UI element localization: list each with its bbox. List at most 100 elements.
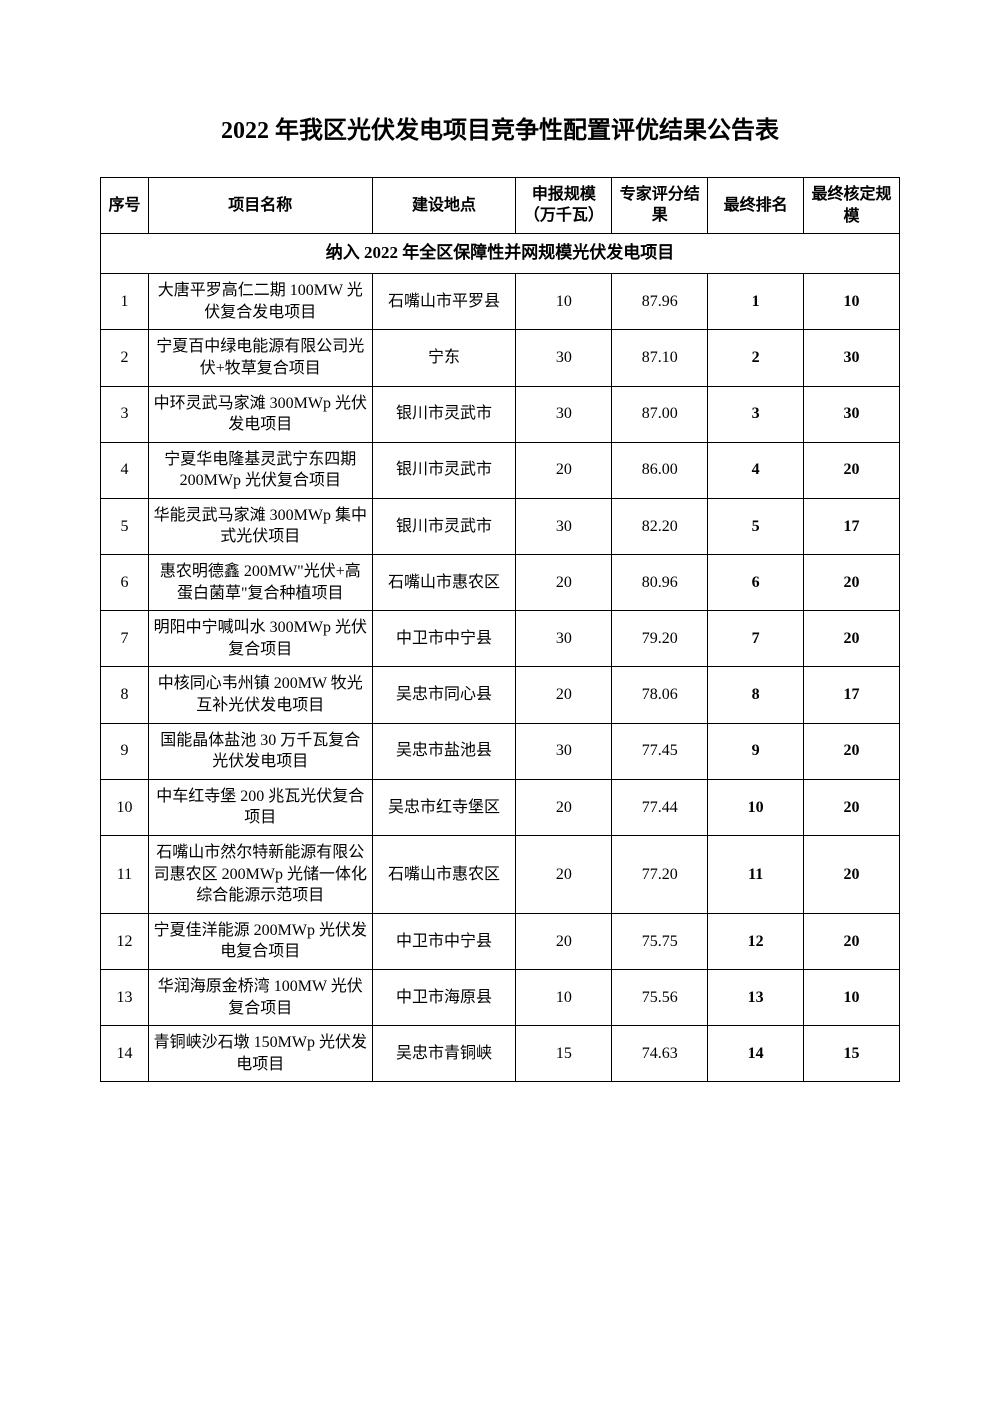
cell-name: 中环灵武马家滩 300MWp 光伏发电项目	[148, 386, 372, 442]
table-row: 9国能晶体盐池 30 万千瓦复合光伏发电项目吴忠市盐池县3077.45920	[101, 723, 900, 779]
col-header-rank: 最终排名	[708, 178, 804, 234]
col-header-scale: 申报规模（万千瓦）	[516, 178, 612, 234]
cell-loc: 吴忠市同心县	[372, 667, 516, 723]
cell-name: 国能晶体盐池 30 万千瓦复合光伏发电项目	[148, 723, 372, 779]
cell-final: 20	[804, 611, 900, 667]
section-header-cell: 纳入 2022 年全区保障性并网规模光伏发电项目	[101, 234, 900, 274]
cell-final: 20	[804, 555, 900, 611]
cell-rank: 14	[708, 1026, 804, 1082]
cell-name: 宁夏华电隆基灵武宁东四期 200MWp 光伏复合项目	[148, 442, 372, 498]
table-row: 7明阳中宁喊叫水 300MWp 光伏复合项目中卫市中宁县3079.20720	[101, 611, 900, 667]
cell-rank: 11	[708, 836, 804, 914]
cell-name: 明阳中宁喊叫水 300MWp 光伏复合项目	[148, 611, 372, 667]
cell-name: 宁夏百中绿电能源有限公司光伏+牧草复合项目	[148, 330, 372, 386]
cell-score: 82.20	[612, 498, 708, 554]
cell-final: 17	[804, 667, 900, 723]
cell-seq: 7	[101, 611, 149, 667]
cell-seq: 10	[101, 779, 149, 835]
cell-final: 10	[804, 969, 900, 1025]
cell-scale: 20	[516, 442, 612, 498]
cell-final: 10	[804, 274, 900, 330]
cell-seq: 9	[101, 723, 149, 779]
cell-rank: 12	[708, 913, 804, 969]
cell-final: 20	[804, 723, 900, 779]
cell-loc: 石嘴山市惠农区	[372, 555, 516, 611]
table-row: 1大唐平罗高仁二期 100MW 光伏复合发电项目石嘴山市平罗县1087.9611…	[101, 274, 900, 330]
col-header-score: 专家评分结果	[612, 178, 708, 234]
table-row: 6惠农明德鑫 200MW"光伏+高蛋白菌草"复合种植项目石嘴山市惠农区2080.…	[101, 555, 900, 611]
cell-final: 20	[804, 779, 900, 835]
cell-seq: 14	[101, 1026, 149, 1082]
cell-loc: 石嘴山市平罗县	[372, 274, 516, 330]
page-title: 2022 年我区光伏发电项目竞争性配置评优结果公告表	[100, 110, 900, 145]
cell-score: 77.45	[612, 723, 708, 779]
cell-rank: 3	[708, 386, 804, 442]
table-body: 纳入 2022 年全区保障性并网规模光伏发电项目 1大唐平罗高仁二期 100MW…	[101, 234, 900, 1082]
cell-rank: 10	[708, 779, 804, 835]
cell-seq: 1	[101, 274, 149, 330]
cell-score: 77.44	[612, 779, 708, 835]
cell-final: 20	[804, 442, 900, 498]
section-header-row: 纳入 2022 年全区保障性并网规模光伏发电项目	[101, 234, 900, 274]
table-header-row: 序号 项目名称 建设地点 申报规模（万千瓦） 专家评分结果 最终排名 最终核定规…	[101, 178, 900, 234]
cell-loc: 吴忠市红寺堡区	[372, 779, 516, 835]
cell-name: 中车红寺堡 200 兆瓦光伏复合项目	[148, 779, 372, 835]
cell-seq: 11	[101, 836, 149, 914]
cell-loc: 宁东	[372, 330, 516, 386]
cell-rank: 8	[708, 667, 804, 723]
cell-name: 中核同心韦州镇 200MW 牧光互补光伏发电项目	[148, 667, 372, 723]
table-row: 14青铜峡沙石墩 150MWp 光伏发电项目吴忠市青铜峡1574.631415	[101, 1026, 900, 1082]
cell-seq: 8	[101, 667, 149, 723]
cell-scale: 30	[516, 386, 612, 442]
cell-seq: 3	[101, 386, 149, 442]
cell-scale: 30	[516, 498, 612, 554]
cell-loc: 石嘴山市惠农区	[372, 836, 516, 914]
col-header-loc: 建设地点	[372, 178, 516, 234]
cell-rank: 13	[708, 969, 804, 1025]
cell-score: 87.00	[612, 386, 708, 442]
cell-loc: 中卫市海原县	[372, 969, 516, 1025]
cell-score: 75.56	[612, 969, 708, 1025]
table-row: 2宁夏百中绿电能源有限公司光伏+牧草复合项目宁东3087.10230	[101, 330, 900, 386]
cell-seq: 4	[101, 442, 149, 498]
cell-scale: 30	[516, 723, 612, 779]
cell-final: 30	[804, 330, 900, 386]
cell-rank: 2	[708, 330, 804, 386]
cell-name: 华润海原金桥湾 100MW 光伏复合项目	[148, 969, 372, 1025]
cell-name: 青铜峡沙石墩 150MWp 光伏发电项目	[148, 1026, 372, 1082]
cell-score: 74.63	[612, 1026, 708, 1082]
cell-rank: 7	[708, 611, 804, 667]
cell-scale: 20	[516, 667, 612, 723]
cell-score: 80.96	[612, 555, 708, 611]
cell-seq: 6	[101, 555, 149, 611]
cell-final: 20	[804, 913, 900, 969]
cell-scale: 10	[516, 969, 612, 1025]
cell-seq: 2	[101, 330, 149, 386]
cell-score: 78.06	[612, 667, 708, 723]
cell-scale: 20	[516, 836, 612, 914]
cell-rank: 1	[708, 274, 804, 330]
cell-final: 17	[804, 498, 900, 554]
table-row: 13华润海原金桥湾 100MW 光伏复合项目中卫市海原县1075.561310	[101, 969, 900, 1025]
table-row: 12宁夏佳洋能源 200MWp 光伏发电复合项目中卫市中宁县2075.75122…	[101, 913, 900, 969]
cell-loc: 中卫市中宁县	[372, 913, 516, 969]
cell-name: 石嘴山市然尔特新能源有限公司惠农区 200MWp 光储一体化综合能源示范项目	[148, 836, 372, 914]
cell-loc: 吴忠市盐池县	[372, 723, 516, 779]
cell-scale: 15	[516, 1026, 612, 1082]
cell-scale: 30	[516, 611, 612, 667]
table-row: 10中车红寺堡 200 兆瓦光伏复合项目吴忠市红寺堡区2077.441020	[101, 779, 900, 835]
table-row: 3中环灵武马家滩 300MWp 光伏发电项目银川市灵武市3087.00330	[101, 386, 900, 442]
cell-seq: 13	[101, 969, 149, 1025]
col-header-name: 项目名称	[148, 178, 372, 234]
table-row: 5华能灵武马家滩 300MWp 集中式光伏项目银川市灵武市3082.20517	[101, 498, 900, 554]
cell-rank: 4	[708, 442, 804, 498]
cell-name: 宁夏佳洋能源 200MWp 光伏发电复合项目	[148, 913, 372, 969]
cell-final: 20	[804, 836, 900, 914]
cell-scale: 20	[516, 913, 612, 969]
cell-score: 79.20	[612, 611, 708, 667]
results-table: 序号 项目名称 建设地点 申报规模（万千瓦） 专家评分结果 最终排名 最终核定规…	[100, 177, 900, 1082]
cell-scale: 20	[516, 779, 612, 835]
cell-loc: 中卫市中宁县	[372, 611, 516, 667]
cell-score: 75.75	[612, 913, 708, 969]
cell-score: 77.20	[612, 836, 708, 914]
